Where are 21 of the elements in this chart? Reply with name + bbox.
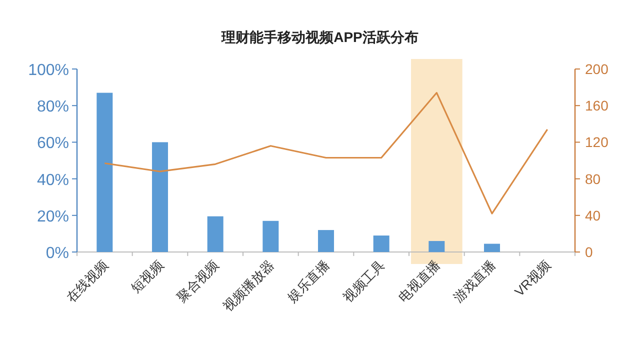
x-tick-label: 聚合视频 <box>174 258 222 305</box>
x-tick-label: 电视直播 <box>395 258 443 305</box>
y-tick-label: 40% <box>36 172 69 189</box>
line-series <box>104 92 548 214</box>
y2-tick-label: 160 <box>585 98 609 114</box>
y2-tick-label: 0 <box>585 244 593 260</box>
y2-tick-label: 40 <box>585 207 601 224</box>
x-tick-label: 短视频 <box>128 258 166 296</box>
x-tick-label: 娱乐直播 <box>284 258 332 305</box>
x-tick-label: VR视频 <box>512 258 554 300</box>
y-tick-label: 20% <box>36 208 69 226</box>
y2-tick-label: 80 <box>585 170 601 187</box>
y-tick-label: 80% <box>36 98 69 116</box>
x-tick-label: 视频工具 <box>340 258 388 305</box>
x-tick-label: 游戏直播 <box>450 258 498 305</box>
y-tick-label: 60% <box>36 135 69 152</box>
y2-tick-label: 200 <box>585 61 609 77</box>
y2-tick-label: 120 <box>585 134 609 150</box>
chart-title: 理财能手移动视频APP活跃分布 <box>220 29 418 45</box>
x-tick-label: 视频播放器 <box>220 258 277 314</box>
y-tick-label: 100% <box>28 62 69 79</box>
